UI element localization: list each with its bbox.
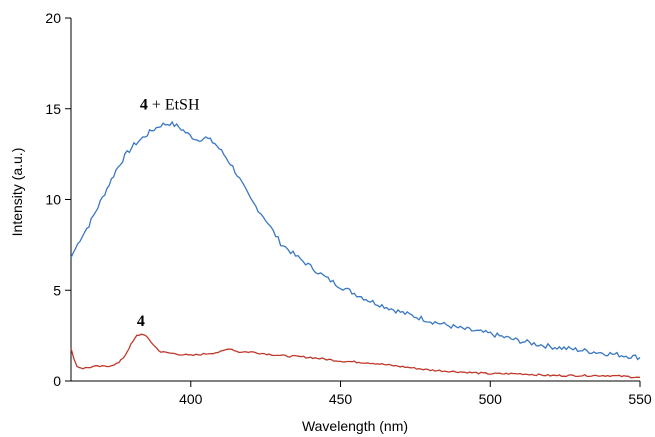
y-tick-label: 20 — [45, 10, 61, 26]
y-tick-label: 5 — [53, 282, 61, 298]
series-line-0 — [70, 120, 641, 361]
series-line-1 — [70, 333, 641, 379]
x-tick-label: 550 — [628, 391, 652, 407]
series-label-0: 4 + EtSH — [140, 96, 200, 113]
x-tick-label: 450 — [329, 391, 353, 407]
y-tick-label: 10 — [45, 192, 61, 208]
y-axis-title: Intensity (a.u.) — [9, 148, 25, 237]
series-lines — [70, 120, 641, 379]
y-tick-label: 0 — [53, 373, 61, 389]
x-tick-label: 500 — [479, 391, 503, 407]
y-tick-label: 15 — [45, 101, 61, 117]
series-label-bold: 4 — [137, 313, 145, 330]
series-label-1: 4 — [137, 313, 145, 330]
series-label-rest: + EtSH — [148, 96, 200, 113]
ticks: 0 5 10 15 20 400 450 500 550 — [45, 10, 651, 407]
x-axis-title: Wavelength (nm) — [302, 418, 408, 434]
series-label-bold: 4 — [140, 96, 148, 113]
x-tick-label: 400 — [179, 391, 203, 407]
axes — [70, 18, 640, 382]
